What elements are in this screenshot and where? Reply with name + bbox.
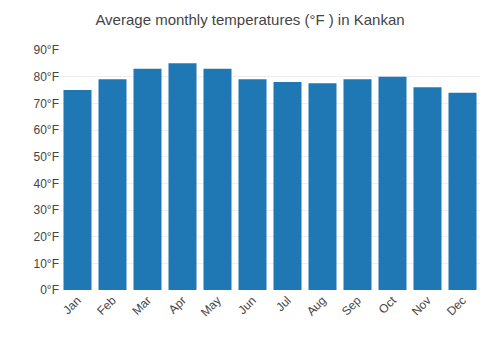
svg-text:Jul: Jul [273, 293, 294, 314]
svg-text:90°F: 90°F [34, 43, 59, 57]
svg-text:Average monthly temperatures (: Average monthly temperatures (°F ) in Ka… [95, 11, 404, 28]
svg-text:Aug: Aug [304, 293, 329, 318]
svg-text:30°F: 30°F [34, 203, 59, 217]
svg-text:10°F: 10°F [34, 257, 59, 271]
svg-text:Apr: Apr [166, 293, 189, 316]
svg-text:80°F: 80°F [34, 70, 59, 84]
svg-text:60°F: 60°F [34, 123, 59, 137]
svg-text:Feb: Feb [94, 293, 119, 318]
svg-text:70°F: 70°F [34, 97, 59, 111]
svg-text:40°F: 40°F [34, 177, 59, 191]
svg-text:Nov: Nov [409, 293, 434, 318]
svg-text:0°F: 0°F [40, 283, 59, 297]
svg-text:May: May [198, 293, 224, 319]
svg-text:Oct: Oct [376, 293, 400, 317]
svg-text:50°F: 50°F [34, 150, 59, 164]
svg-text:Sep: Sep [339, 293, 364, 318]
svg-text:Dec: Dec [444, 293, 469, 318]
svg-text:Mar: Mar [129, 293, 154, 318]
svg-text:Jan: Jan [60, 293, 84, 317]
svg-text:Jun: Jun [235, 293, 259, 317]
svg-text:20°F: 20°F [34, 230, 59, 244]
